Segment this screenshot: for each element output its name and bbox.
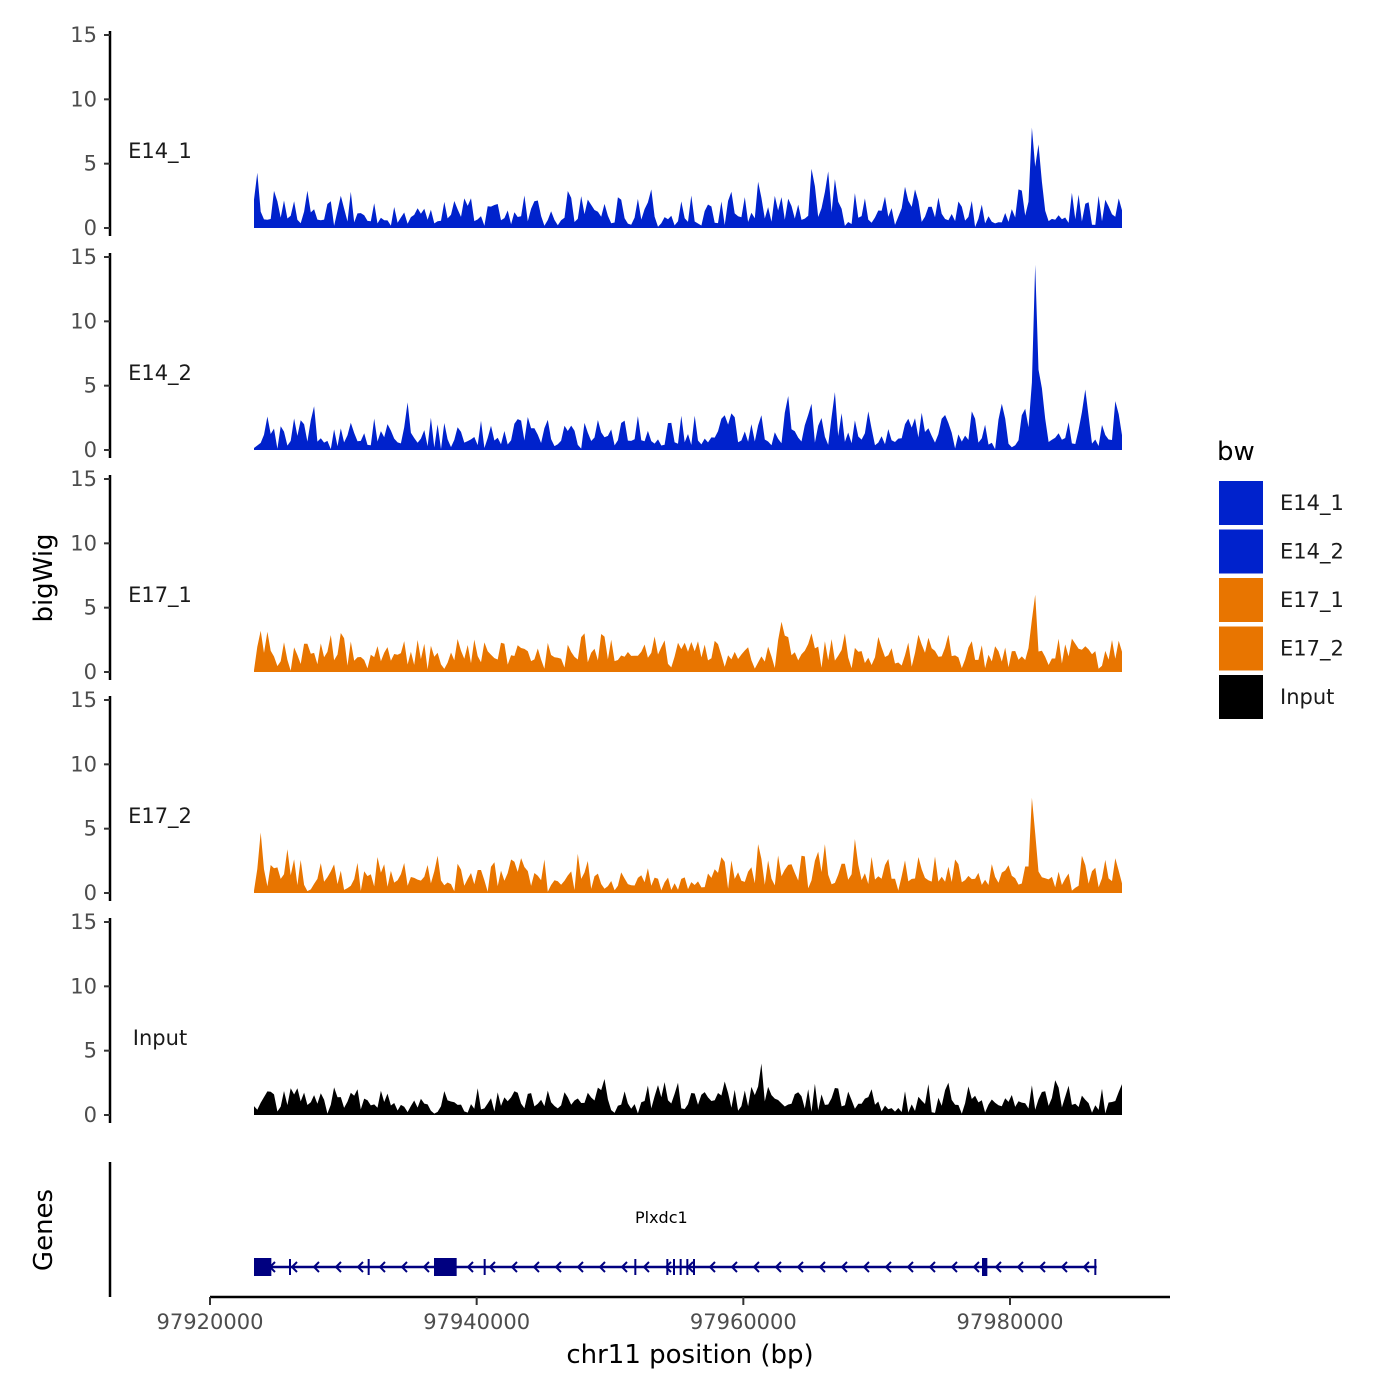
strand-arrow: [1038, 1261, 1046, 1273]
legend-swatch-input: [1217, 673, 1265, 721]
legend-label: E17_1: [1280, 588, 1344, 613]
strand-arrow: [400, 1261, 408, 1273]
strand-arrow: [290, 1261, 298, 1273]
y-tick-label: 15: [70, 245, 97, 269]
strand-arrow: [466, 1261, 474, 1273]
panel-e17-2: 0 5 10 15 E17_2: [70, 688, 1122, 905]
strand-arrow: [840, 1261, 848, 1273]
strand-arrow: [488, 1261, 496, 1273]
strand-arrow: [796, 1261, 804, 1273]
y-tick-label: 5: [84, 1039, 97, 1063]
strand-arrow: [422, 1261, 430, 1273]
y-tick-label: 15: [70, 23, 97, 47]
x-tick-label: 97960000: [690, 1310, 797, 1334]
y-tick-label: 0: [84, 1103, 97, 1127]
x-tick-label: 97980000: [957, 1310, 1064, 1334]
strand-arrow: [906, 1261, 914, 1273]
strand-arrow: [510, 1261, 518, 1273]
signal-area-e17-2: [254, 797, 1122, 893]
panel-e14-2: 0 5 10 15 E14_2: [70, 245, 1122, 462]
y-tick-label: 10: [70, 531, 97, 555]
legend-label: Input: [1280, 685, 1334, 709]
y-tick-label: 10: [70, 87, 97, 111]
strand-arrow: [928, 1261, 936, 1273]
legend-title: bw: [1217, 437, 1255, 467]
legend-swatch-e17-2: [1217, 624, 1265, 673]
y-tick-label: 5: [84, 596, 97, 620]
exon-block: [254, 1258, 272, 1276]
panel-e17-1: 0 5 10 15 E17_1: [70, 467, 1122, 684]
y-tick-label: 10: [70, 974, 97, 998]
legend-swatch-e14-2: [1217, 527, 1265, 576]
panel-label: E14_2: [128, 361, 192, 386]
strand-arrow: [752, 1261, 760, 1273]
gene-plxdc1: Plxdc1: [254, 1208, 1097, 1276]
strand-arrow: [730, 1261, 738, 1273]
y-tick-label: 5: [84, 374, 97, 398]
strand-arrow: [554, 1261, 562, 1273]
panel-input: 0 5 10 15 Input: [70, 910, 1122, 1127]
strand-arrow: [884, 1261, 892, 1273]
y-tick-label: 10: [70, 752, 97, 776]
x-tick-label: 97920000: [157, 1310, 264, 1334]
legend-label: E14_2: [1280, 540, 1344, 565]
signal-area-e14-2: [254, 264, 1122, 450]
strand-arrow: [334, 1261, 342, 1273]
strand-arrow: [356, 1261, 364, 1273]
x-axis: 97920000 97940000 97960000 97980000: [157, 1295, 1170, 1334]
y-tick-label: 15: [70, 688, 97, 712]
exon-block: [982, 1258, 988, 1276]
legend-label: E17_2: [1280, 637, 1344, 662]
y-tick-label: 10: [70, 309, 97, 333]
y-tick-label: 5: [84, 817, 97, 841]
panel-label: Input: [133, 1026, 187, 1050]
strand-arrow: [818, 1261, 826, 1273]
strand-arrow: [1016, 1261, 1024, 1273]
strand-arrow: [994, 1261, 1002, 1273]
exon-block: [434, 1258, 457, 1276]
strand-arrow: [774, 1261, 782, 1273]
y-tick-label: 5: [84, 152, 97, 176]
strand-arrow: [312, 1261, 320, 1273]
gene-track-title: Genes: [29, 1189, 59, 1271]
y-tick-label: 0: [84, 881, 97, 905]
x-axis-title: chr11 position (bp): [566, 1340, 813, 1370]
strand-arrow: [664, 1261, 672, 1273]
legend-label: E14_1: [1280, 491, 1344, 516]
legend-swatch-e14-1: [1217, 479, 1265, 527]
legend: bw E14_1 E14_2 E17_1 E17_2 Input: [1217, 437, 1344, 721]
strand-arrow: [1060, 1261, 1068, 1273]
y-tick-label: 15: [70, 910, 97, 934]
strand-arrow: [972, 1261, 980, 1273]
y-tick-label: 0: [84, 438, 97, 462]
panel-label: E17_2: [128, 804, 192, 829]
strand-arrow: [378, 1261, 386, 1273]
y-tick-label: 15: [70, 467, 97, 491]
gene-track: Genes Plxdc1: [29, 1162, 1097, 1297]
legend-swatch-e17-1: [1217, 576, 1265, 624]
strand-arrow: [950, 1261, 958, 1273]
signal-area-e14-1: [254, 127, 1122, 228]
strand-arrow: [598, 1261, 606, 1273]
panel-label: E17_1: [128, 583, 192, 608]
panel-label: E14_1: [128, 139, 192, 164]
strand-arrow: [642, 1261, 650, 1273]
gene-label: Plxdc1: [635, 1208, 688, 1227]
y-tick-label: 0: [84, 216, 97, 240]
strand-arrow: [1082, 1261, 1090, 1273]
strand-arrow: [532, 1261, 540, 1273]
signal-panels: 0 5 10 15 E14_1 0 5 10 15 E14_2 0 5 10 15 E17_1 0 5 10 15 E…: [70, 23, 1122, 1127]
panel-e14-1: 0 5 10 15 E14_1: [70, 23, 1122, 240]
strand-arrow: [708, 1261, 716, 1273]
y-tick-label: 0: [84, 660, 97, 684]
strand-arrow: [620, 1261, 628, 1273]
strand-arrow: [862, 1261, 870, 1273]
signal-area-input: [254, 1063, 1122, 1115]
strand-arrow: [576, 1261, 584, 1273]
signal-area-e17-1: [254, 594, 1122, 672]
y-axis-title: bigWig: [29, 533, 59, 622]
x-tick-label: 97940000: [423, 1310, 530, 1334]
